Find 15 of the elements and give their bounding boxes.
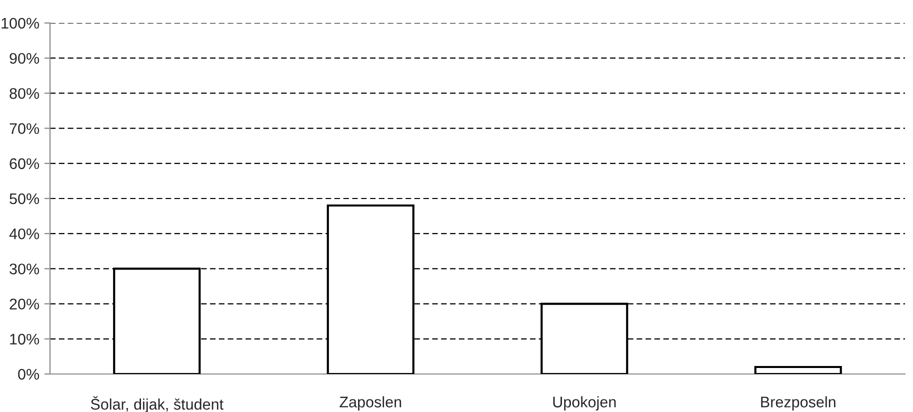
x-tick-label: Upokojen — [553, 396, 616, 410]
y-tick-label: 60% — [10, 158, 40, 170]
y-tick-label: 0% — [18, 368, 40, 380]
y-tick-label: 90% — [10, 52, 40, 64]
x-tick-label: Zaposlen — [340, 396, 402, 410]
y-tick-label: 30% — [10, 264, 40, 274]
y-tick-label: 20% — [10, 298, 40, 310]
bar — [754, 366, 842, 374]
y-tick-label: 80% — [10, 88, 40, 99]
y-tick-label: 70% — [10, 123, 40, 134]
y-tick-label: 100% — [2, 18, 40, 29]
y-tick-label: 40% — [9, 228, 40, 240]
y-tick-label: 10% — [10, 334, 40, 345]
x-tick-label: Brezposeln — [761, 396, 836, 410]
y-tick-label: 50% — [10, 193, 40, 204]
